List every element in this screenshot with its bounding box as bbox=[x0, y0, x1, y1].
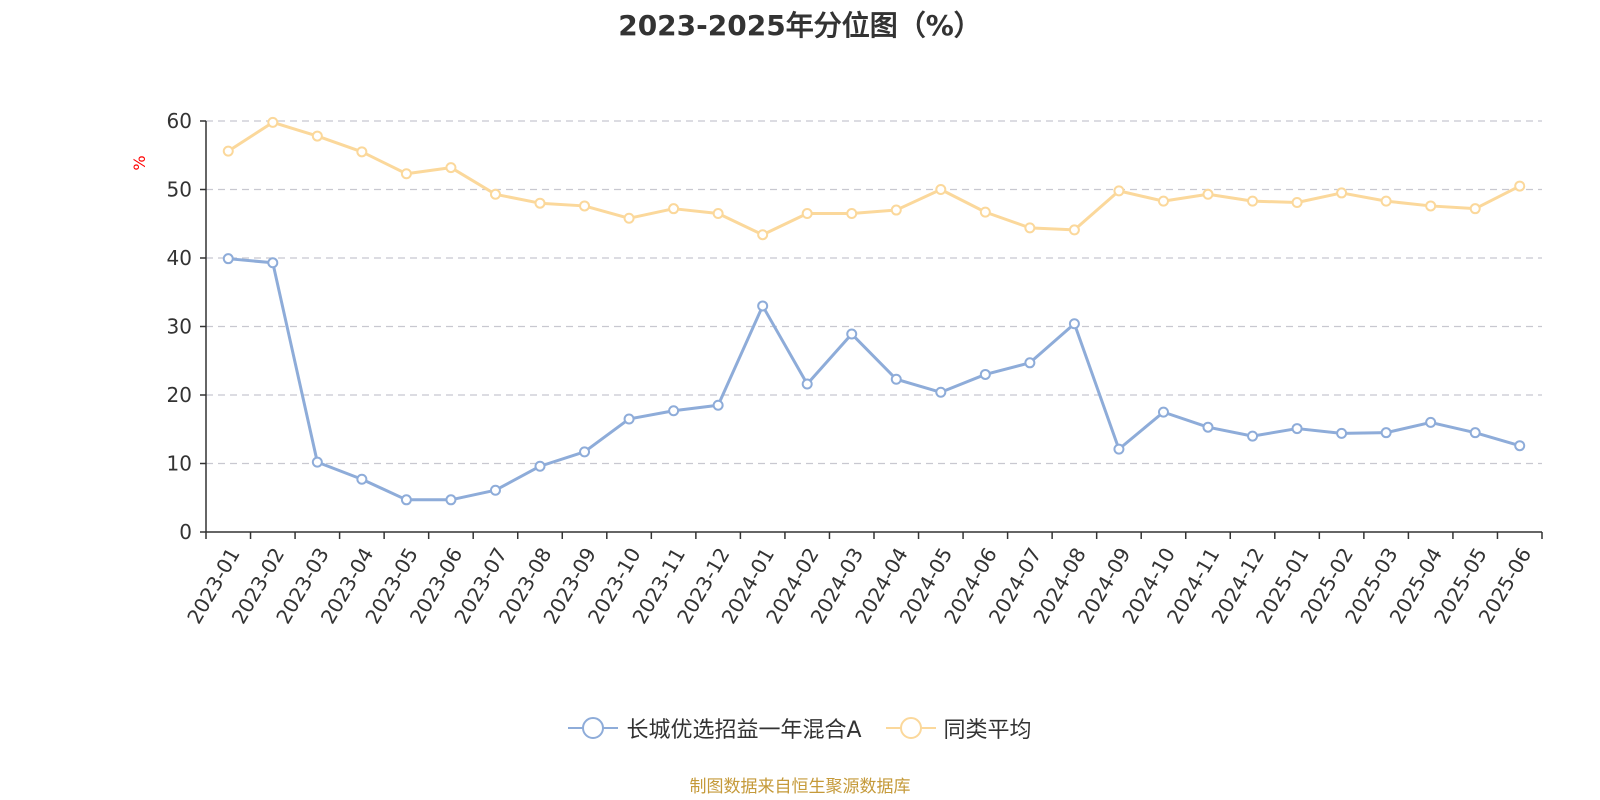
y-tick-label: 60 bbox=[167, 109, 192, 133]
data-point-series-2[interactable] bbox=[668, 203, 680, 215]
chart-title: 2023-2025年分位图（%） bbox=[618, 9, 982, 42]
data-point-series-1[interactable] bbox=[445, 494, 457, 506]
legend-item-series-1[interactable]: 长城优选招益一年混合A bbox=[568, 712, 862, 744]
legend-label-series-2: 同类平均 bbox=[943, 718, 1032, 743]
data-point-series-2[interactable] bbox=[1514, 180, 1526, 192]
data-point-series-1[interactable] bbox=[1202, 421, 1214, 433]
y-tick-label: 30 bbox=[167, 315, 192, 339]
data-point-series-2[interactable] bbox=[311, 130, 323, 142]
data-point-series-2[interactable] bbox=[1068, 224, 1080, 236]
data-point-series-2[interactable] bbox=[534, 197, 546, 209]
data-point-series-2[interactable] bbox=[579, 200, 591, 212]
data-point-series-1[interactable] bbox=[757, 300, 769, 312]
series-line-1 bbox=[228, 257, 1521, 502]
data-point-series-2[interactable] bbox=[1336, 187, 1348, 199]
data-point-series-1[interactable] bbox=[1157, 406, 1169, 418]
data-point-series-2[interactable] bbox=[489, 188, 501, 200]
grid-lines bbox=[206, 120, 1542, 465]
data-point-series-1[interactable] bbox=[935, 386, 947, 398]
data-point-series-1[interactable] bbox=[1291, 423, 1303, 435]
data-point-series-1[interactable] bbox=[801, 378, 813, 390]
data-point-series-1[interactable] bbox=[534, 460, 546, 472]
data-point-series-2[interactable] bbox=[1425, 200, 1437, 212]
source-note: 制图数据来自恒生聚源数据库 bbox=[689, 777, 911, 797]
data-point-series-2[interactable] bbox=[445, 162, 457, 174]
data-point-series-2[interactable] bbox=[267, 116, 279, 128]
data-point-series-1[interactable] bbox=[267, 257, 279, 269]
data-point-series-1[interactable] bbox=[668, 405, 680, 417]
data-point-series-1[interactable] bbox=[1425, 416, 1437, 428]
data-point-series-2[interactable] bbox=[979, 206, 991, 218]
data-point-series-1[interactable] bbox=[579, 446, 591, 458]
y-axis-label: % bbox=[130, 155, 149, 170]
y-tick-label: 40 bbox=[167, 246, 192, 270]
data-point-series-2[interactable] bbox=[1291, 197, 1303, 209]
data-point-series-2[interactable] bbox=[1380, 195, 1392, 207]
y-tick-label: 0 bbox=[179, 520, 192, 544]
legend-marker-series-2 bbox=[885, 717, 936, 739]
data-point-series-1[interactable] bbox=[1247, 430, 1259, 442]
data-point-series-2[interactable] bbox=[1202, 188, 1214, 200]
y-tick-label: 50 bbox=[167, 178, 192, 202]
data-point-series-2[interactable] bbox=[712, 207, 724, 219]
data-point-series-2[interactable] bbox=[846, 207, 858, 219]
data-point-series-1[interactable] bbox=[623, 413, 635, 425]
data-point-series-2[interactable] bbox=[400, 168, 412, 180]
y-tick-label: 10 bbox=[167, 452, 192, 476]
series-lines bbox=[227, 120, 1521, 502]
data-point-series-2[interactable] bbox=[1024, 222, 1036, 234]
data-point-series-1[interactable] bbox=[846, 328, 858, 340]
data-point-series-1[interactable] bbox=[1024, 357, 1036, 369]
data-point-series-1[interactable] bbox=[979, 368, 991, 380]
data-point-series-1[interactable] bbox=[890, 373, 902, 385]
legend-item-series-2[interactable]: 同类平均 bbox=[885, 712, 1032, 744]
series-line-2 bbox=[227, 120, 1521, 237]
data-point-series-2[interactable] bbox=[1157, 195, 1169, 207]
data-point-series-1[interactable] bbox=[1380, 427, 1392, 439]
data-point-series-1[interactable] bbox=[400, 494, 412, 506]
data-point-series-1[interactable] bbox=[311, 456, 323, 468]
legend: 长城优选招益一年混合A 同类平均 bbox=[0, 712, 1600, 744]
data-point-series-1[interactable] bbox=[1336, 427, 1348, 439]
data-point-series-2[interactable] bbox=[1469, 203, 1481, 215]
data-point-series-1[interactable] bbox=[489, 484, 501, 496]
series-points bbox=[222, 116, 1526, 506]
data-point-series-1[interactable] bbox=[1514, 440, 1526, 452]
data-point-series-2[interactable] bbox=[623, 212, 635, 224]
axes bbox=[205, 121, 1542, 533]
data-point-series-2[interactable] bbox=[757, 229, 769, 241]
data-point-series-2[interactable] bbox=[890, 204, 902, 216]
data-point-series-1[interactable] bbox=[712, 399, 724, 411]
data-point-series-1[interactable] bbox=[356, 473, 368, 485]
data-point-series-2[interactable] bbox=[935, 184, 947, 195]
data-point-series-1[interactable] bbox=[1469, 427, 1481, 439]
y-tick-label: 20 bbox=[167, 383, 192, 407]
data-point-series-1[interactable] bbox=[1068, 318, 1080, 330]
data-point-series-1[interactable] bbox=[222, 253, 234, 265]
legend-label-series-1: 长城优选招益一年混合A bbox=[626, 718, 862, 743]
y-tick-labels: 0 10 20 30 40 50 60 bbox=[167, 109, 206, 544]
data-point-series-1[interactable] bbox=[1113, 443, 1125, 455]
data-point-series-2[interactable] bbox=[356, 146, 368, 158]
x-tick-labels: 2023-012023-022023-032023-042023-052023-… bbox=[182, 532, 1543, 628]
data-point-series-2[interactable] bbox=[1113, 185, 1125, 197]
data-point-series-2[interactable] bbox=[801, 207, 813, 219]
data-point-series-2[interactable] bbox=[222, 145, 234, 157]
data-point-series-2[interactable] bbox=[1247, 195, 1259, 207]
legend-marker-series-1 bbox=[568, 717, 619, 739]
